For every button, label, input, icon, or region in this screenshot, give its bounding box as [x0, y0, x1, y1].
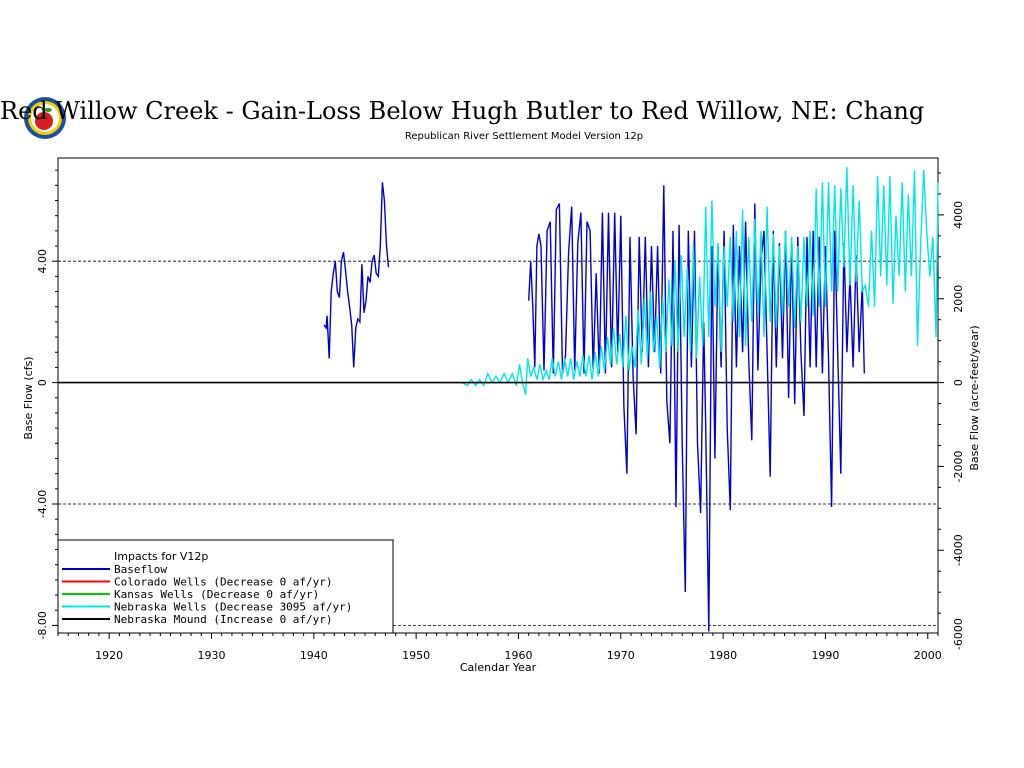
x-axis-label: Calendar Year — [460, 661, 537, 674]
x-tick-label: 1940 — [300, 649, 328, 662]
logo-seal — [24, 97, 66, 139]
legend-label: Kansas Wells (Decrease 0 af/yr) — [114, 588, 319, 601]
y2-tick-label: 2000 — [952, 285, 965, 313]
series-line-baseflow — [323, 182, 390, 368]
y2-tick-label: -6000 — [952, 618, 965, 650]
series-line-nebraska-wells — [461, 167, 939, 395]
legend-label: Nebraska Mound (Increase 0 af/yr) — [114, 613, 333, 626]
x-tick-label: 1990 — [811, 649, 839, 662]
legend-label: Colorado Wells (Decrease 0 af/yr) — [114, 576, 333, 589]
series-lines — [58, 167, 939, 632]
y-tick-label: 4.00 — [36, 249, 49, 274]
y2-tick-label: 4000 — [952, 201, 965, 229]
x-tick-label: 1950 — [402, 649, 430, 662]
chart-subtitle: Republican River Settlement Model Versio… — [405, 131, 643, 142]
series-line-baseflow — [528, 185, 865, 632]
y-axis-label: Base Flow (cfs) — [22, 356, 35, 439]
x-tick-label: 2000 — [914, 649, 942, 662]
y2-tick-label: -4000 — [952, 534, 965, 566]
x-axis-ticks: 1920 1930 1940 1950 1960 1970 1980 1990 2000 — [57, 633, 942, 662]
x-tick-label: 1920 — [95, 649, 123, 662]
y-tick-label: -8.00 — [36, 611, 49, 639]
legend-title: Impacts for V12p — [114, 550, 208, 563]
legend-label: Baseflow — [114, 563, 167, 576]
y-tick-label: -4.00 — [36, 490, 49, 518]
y2-axis-ticks: 4000 2000 0 -2000 -4000 -6000 — [938, 172, 965, 650]
y2-tick-label: 0 — [952, 379, 965, 386]
y-tick-label: 0 — [36, 379, 49, 386]
x-tick-label: 1980 — [709, 649, 737, 662]
y-axis-ticks: 4.00 0 -4.00 -8.00 — [36, 169, 58, 640]
y2-axis-label: Base Flow (acre-feet/year) — [968, 325, 981, 470]
x-tick-label: 1930 — [197, 649, 225, 662]
legend-box — [57, 539, 394, 634]
x-tick-label: 1970 — [607, 649, 635, 662]
x-tick-label: 1960 — [504, 649, 532, 662]
y2-tick-label: -2000 — [952, 450, 965, 482]
chart-title: Red Willow Creek - Gain-Loss Below Hugh … — [0, 97, 924, 125]
legend-label: Nebraska Wells (Decrease 3095 af/yr) — [114, 601, 352, 614]
